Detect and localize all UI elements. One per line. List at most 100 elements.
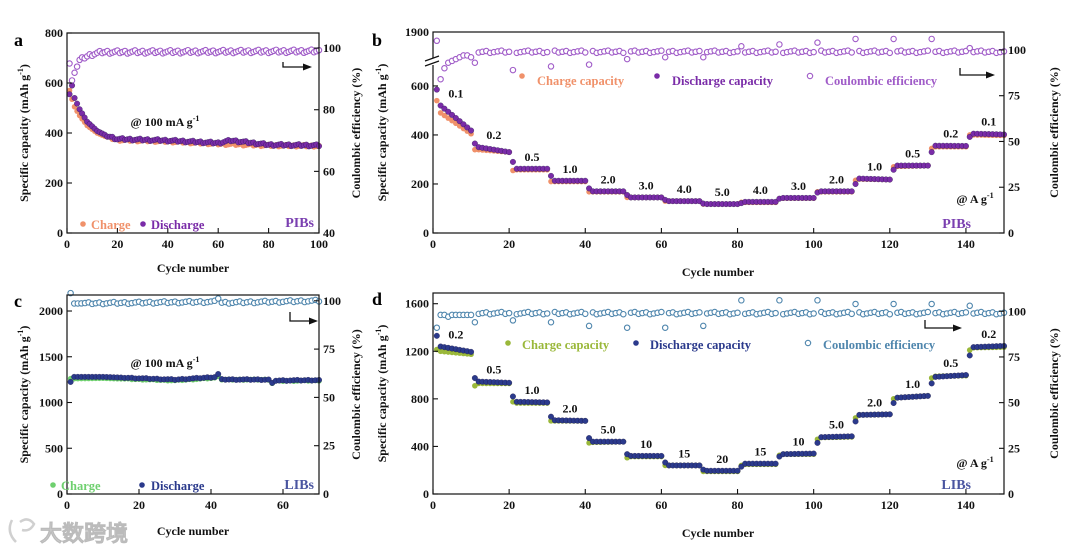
ce-point: [738, 297, 745, 304]
right-axis-arrow-icon: [289, 312, 312, 322]
y-tick-label: 400: [411, 439, 429, 453]
ce-point: [696, 309, 703, 316]
plot-frame: [432, 31, 1005, 234]
panel-letter: a: [14, 30, 23, 50]
x-axis-title: Cycle number: [682, 526, 755, 540]
x-tick-label: 40: [162, 237, 174, 251]
arrow-head-icon: [953, 324, 962, 332]
ce-point: [738, 43, 745, 50]
rate-label: 0.2: [981, 327, 996, 341]
discharge-point: [890, 166, 897, 173]
rate-label: 0.5: [943, 356, 958, 370]
ce-point: [658, 308, 665, 316]
y2-tick-label: 60: [323, 164, 335, 178]
panel-d: 0.2 0.5 1.0 2.0 5.0 10 15 20 15 10 5.0 2.0 1.0 0.5 0.2…: [372, 289, 1061, 540]
legend-discharge-marker: [140, 221, 146, 227]
ce-point: [623, 324, 631, 331]
x-tick-label: 60: [655, 237, 667, 251]
ce-point: [734, 309, 741, 316]
data-points: [67, 289, 323, 387]
discharge-point: [67, 378, 74, 385]
arrow-head-icon: [303, 63, 312, 71]
legend-entry: Coulombic efficiency: [823, 338, 936, 352]
ce-point: [66, 60, 73, 67]
current-density-annotation-superscript: -1: [987, 455, 994, 464]
current-density-annotation: @ A g-1: [956, 191, 993, 206]
axis-break-gap: [425, 58, 439, 65]
y2-tick-label: 100: [1008, 43, 1026, 57]
y-axis-title-tail: ): [17, 326, 31, 330]
right-axis-arrow-icon: [924, 320, 956, 329]
rate-label: 20: [716, 452, 728, 466]
ce-point: [543, 48, 551, 56]
y2-tick-label: 0: [1008, 487, 1014, 501]
right-axis-arrow-icon: [959, 68, 989, 76]
discharge-point: [437, 102, 444, 109]
x-tick-label: 140: [957, 237, 975, 251]
ce-point: [582, 49, 589, 56]
ce-point: [734, 48, 741, 55]
current-density-annotation-text: @ A g: [956, 456, 987, 470]
x-tick-label: 40: [205, 498, 217, 512]
data-points: [433, 35, 1008, 208]
y-axis-title-tail: ): [17, 64, 31, 68]
y-tick-label: 200: [45, 176, 63, 190]
legend-entry: Discharge: [151, 218, 205, 232]
rate-label: 2.0: [563, 401, 578, 415]
y2-tick-label: 25: [323, 439, 335, 453]
ce-point: [928, 300, 935, 308]
y-tick-label: 600: [45, 76, 63, 90]
data-points: [433, 297, 1008, 475]
ce-point: [467, 54, 475, 61]
y-tick-label: 1600: [405, 297, 429, 311]
rate-label: 0.1: [981, 115, 996, 129]
ce-point: [471, 318, 479, 326]
y2-tick-label: 25: [1008, 441, 1020, 455]
ce-point: [814, 39, 821, 46]
x-tick-label: 100: [805, 498, 823, 512]
discharge-point: [962, 143, 969, 149]
ce-point: [547, 63, 555, 70]
y-axis-title: Specific capacity (mAh g-1): [374, 325, 389, 463]
ce-point: [966, 302, 973, 310]
ce-point: [776, 41, 783, 48]
discharge-point: [814, 439, 821, 446]
rate-label: 2.0: [829, 172, 844, 186]
x-tick-label: 120: [881, 237, 899, 251]
discharge-point: [471, 140, 478, 147]
x-axis-title: Cycle number: [682, 265, 755, 279]
legend-discharge-marker: [633, 340, 639, 346]
y-axis-title-text: Specific capacity (mAh g: [375, 74, 389, 201]
discharge-point: [468, 127, 475, 134]
y2-tick-label: 100: [323, 41, 341, 55]
ce-point: [810, 310, 817, 317]
plot-frame: [432, 292, 1005, 495]
current-density-annotation-text: @ 100 mA g: [131, 115, 193, 129]
x-tick-label: 60: [277, 498, 289, 512]
ce-point: [890, 35, 897, 43]
discharge-point: [810, 450, 817, 457]
x-tick-label: 120: [881, 498, 899, 512]
ce-point: [68, 77, 76, 84]
discharge-point: [928, 149, 935, 156]
rate-label: 5.0: [715, 185, 730, 199]
y2-tick-label: 0: [323, 487, 329, 501]
rate-label: 0.2: [486, 128, 501, 142]
discharge-point: [962, 372, 969, 379]
y2-axis-title: Coulombic efficiency (%): [1047, 67, 1061, 198]
y-tick-label: 0: [423, 487, 429, 501]
discharge-point: [71, 95, 78, 101]
y2-axis-title: Coulombic efficiency (%): [349, 68, 363, 199]
ce-point: [441, 64, 448, 72]
legend-entry: Charge capacity: [537, 74, 625, 88]
discharge-point: [509, 158, 516, 165]
panel-b: 0.1 0.2 0.5 1.0 2.0 3.0 4.0 5.0 4.0 3.0 2.0 1.0 0.5 0…: [372, 25, 1061, 279]
rate-label: 0.2: [943, 127, 958, 141]
discharge-point: [509, 393, 516, 400]
x-axis-title: Cycle number: [157, 261, 230, 275]
y2-tick-label: 50: [323, 390, 335, 404]
x-tick-label: 80: [263, 237, 275, 251]
y-axis-title: Specific capacity (mAh g-1): [16, 64, 31, 202]
y2-tick-label: 40: [323, 226, 335, 240]
discharge-point: [810, 194, 817, 201]
